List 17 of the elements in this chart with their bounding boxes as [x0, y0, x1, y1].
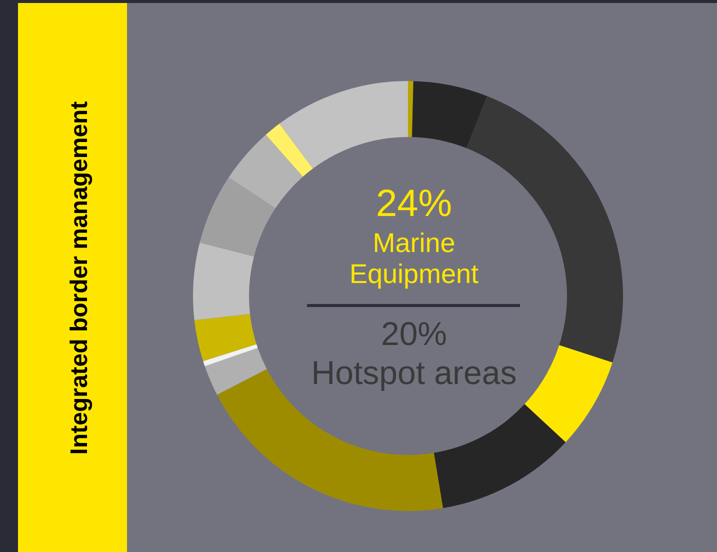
donut-slice	[524, 345, 612, 442]
text: 24%	[374, 183, 454, 227]
text: Hotspot areas	[310, 354, 518, 392]
donut-slice	[408, 81, 414, 138]
donut-slice	[203, 344, 258, 366]
donut-slice	[279, 81, 408, 169]
donut-slice	[266, 124, 313, 177]
donut-slice	[228, 134, 303, 208]
text: Integrated border management	[66, 101, 94, 455]
donut-slice	[204, 348, 267, 395]
text: 20%	[380, 315, 448, 353]
donut-slice	[412, 81, 488, 148]
donut-slice	[200, 177, 276, 256]
donut-slice	[194, 314, 256, 362]
donut-slice	[193, 242, 254, 320]
donut-slice	[434, 404, 566, 508]
text: Marine Equipment	[348, 228, 480, 290]
